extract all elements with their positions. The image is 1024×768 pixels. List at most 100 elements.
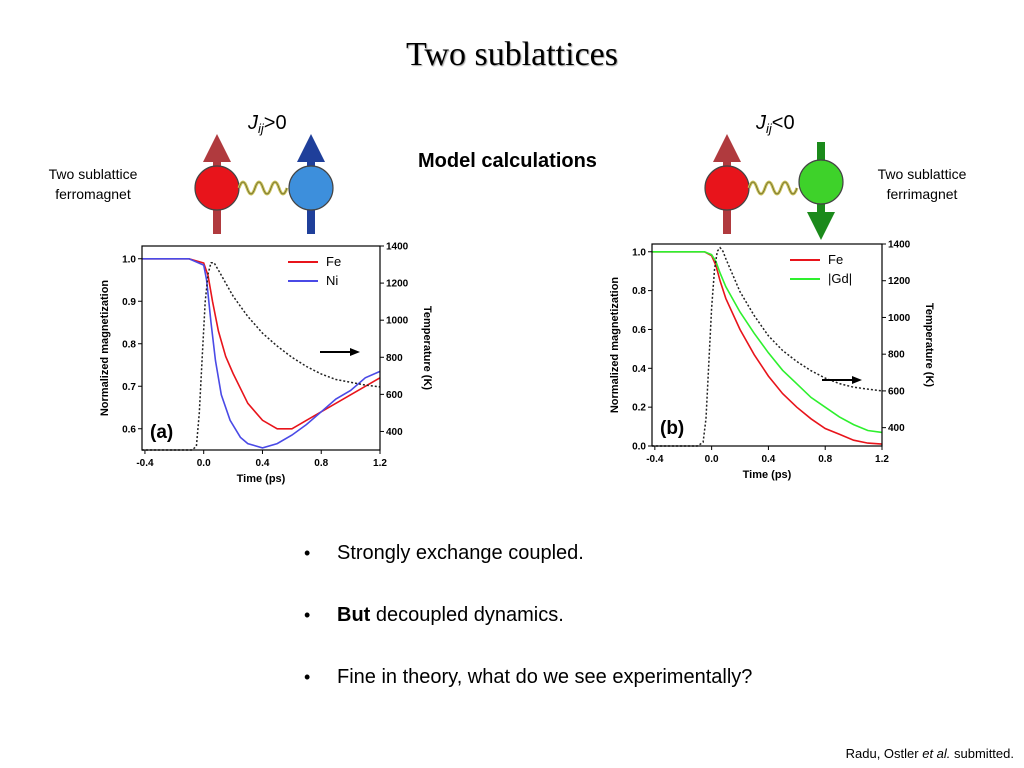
right-j-symbol: J [756, 112, 766, 134]
legend-label: Fe [326, 254, 341, 269]
right-spin-arrow1-head [713, 134, 741, 162]
x-tick-label: 1.2 [373, 458, 387, 469]
left-spring-outline [238, 181, 288, 195]
bullet-dot: • [304, 667, 311, 687]
plot-frame [651, 243, 883, 447]
y2-tick-label: 400 [386, 427, 403, 438]
right-description-line2: ferrimagnet [886, 186, 958, 202]
right-spin-arrow2-head [807, 212, 835, 240]
bullet-dot: • [304, 605, 311, 625]
panel-label: (a) [150, 422, 173, 443]
y2-tick-label: 400 [888, 423, 905, 434]
x-tick-label: -0.4 [646, 454, 664, 465]
right-atom1 [704, 165, 750, 211]
x-axis-label: Time (ps) [743, 469, 792, 481]
plot-frame [141, 245, 381, 451]
series-line-ni [142, 257, 381, 449]
bullet-list: • Strongly exchange coupled. • But decou… [304, 542, 752, 728]
y-tick-label: 0.6 [122, 424, 136, 435]
right-coupling-label: Jij<0 [756, 112, 795, 136]
x-tick-label: 0.4 [256, 458, 270, 469]
y2-tick-label: 1400 [386, 242, 409, 253]
left-spin-arrow2-head [297, 134, 325, 162]
left-atom1 [194, 165, 240, 211]
y-tick-label: 0.4 [632, 364, 646, 375]
left-j-symbol: J [248, 112, 258, 134]
series-line-fe [652, 251, 883, 445]
y-tick-label: 0.0 [632, 442, 646, 453]
x-axis-label: Time (ps) [237, 473, 286, 485]
y2-tick-label: 1200 [888, 276, 911, 287]
citation: Radu, Ostler et al. submitted. [846, 746, 1014, 761]
x-tick-label: 0.8 [818, 454, 832, 465]
y2-tick-label: 800 [888, 350, 905, 361]
right-description: Two sublattice ferrimagnet [862, 164, 982, 204]
right-spring-outline [748, 181, 798, 195]
y-tick-label: 1.0 [632, 247, 646, 258]
y2-tick-label: 600 [888, 386, 905, 397]
legend-label: |Gd| [828, 271, 852, 286]
temperature-curve [142, 261, 381, 451]
right-axis-arrow-head [852, 376, 862, 384]
right-j-subscript: ij [766, 121, 772, 136]
bullet-item: • But decoupled dynamics. [304, 604, 752, 666]
y-tick-label: 0.8 [122, 339, 136, 350]
citation-suffix: submitted. [950, 746, 1014, 761]
y-tick-label: 0.8 [632, 286, 646, 297]
citation-prefix: Radu, Ostler [845, 746, 923, 761]
x-tick-label: 1.2 [875, 454, 889, 465]
bullet-dot: • [304, 543, 311, 563]
model-calculations-label: Model calculations [418, 150, 597, 172]
panel-label: (b) [660, 418, 684, 439]
y-axis-label: Normalized magnetization [609, 277, 621, 414]
y2-axis-label: Temperature (K) [923, 303, 935, 387]
y2-tick-label: 1400 [888, 240, 911, 251]
x-tick-label: 0.4 [761, 454, 775, 465]
x-tick-label: 0.0 [705, 454, 719, 465]
x-tick-label: 0.8 [314, 458, 328, 469]
y-tick-label: 0.7 [122, 382, 136, 393]
left-description-line2: ferromagnet [55, 186, 131, 202]
ferrimagnet-diagram [704, 134, 844, 240]
bullet-rest: Fine in theory, what do we see experimen… [337, 666, 753, 688]
x-tick-label: 0.0 [197, 458, 211, 469]
bullet-text: Strongly exchange coupled. [337, 542, 584, 565]
ferromagnet-diagram [194, 134, 334, 234]
y-tick-label: 0.2 [632, 403, 646, 414]
y2-tick-label: 1000 [888, 313, 911, 324]
right-j-relation: <0 [771, 112, 795, 134]
y-tick-label: 1.0 [122, 254, 136, 265]
y-axis-label: Normalized magnetization [99, 280, 111, 417]
y2-tick-label: 600 [386, 390, 403, 401]
left-coupling-label: Jij>0 [248, 112, 287, 136]
left-j-relation: >0 [263, 112, 287, 134]
series-line-gd [652, 251, 883, 434]
bullet-bold: But [337, 604, 371, 626]
citation-italic: et al. [922, 746, 951, 761]
slide-title: Two sublattices [406, 36, 618, 73]
left-description: Two sublattice ferromagnet [30, 164, 156, 204]
bullet-item: • Fine in theory, what do we see experim… [304, 666, 752, 728]
legend-label: Ni [326, 273, 338, 288]
bullet-item: • Strongly exchange coupled. [304, 542, 752, 604]
right-atom2 [798, 159, 844, 205]
right-description-line1: Two sublattice [877, 166, 967, 182]
x-tick-label: -0.4 [136, 458, 154, 469]
bullet-text: But decoupled dynamics. [337, 604, 564, 627]
chart-a: -0.4 0.0 0.4 0.8 1.2 0.6 0.7 0.8 0.9 1.0 400 600 800… [99, 242, 433, 486]
y-tick-label: 0.6 [632, 325, 646, 336]
y2-tick-label: 1200 [386, 279, 409, 290]
bullet-text: Fine in theory, what do we see experimen… [337, 666, 752, 689]
left-spin-arrow1-head [203, 134, 231, 162]
series-line-fe [142, 257, 381, 430]
y2-tick-label: 800 [386, 353, 403, 364]
y-tick-label: 0.9 [122, 297, 136, 308]
chart-b: -0.4 0.0 0.4 0.8 1.20.00.20.40.60.81.0400600… [609, 240, 935, 482]
left-description-line1: Two sublattice [48, 166, 138, 182]
y2-axis-label: Temperature (K) [421, 306, 433, 390]
bullet-rest: decoupled dynamics. [370, 604, 564, 626]
bullet-rest: Strongly exchange coupled. [337, 542, 584, 564]
left-atom2 [288, 165, 334, 211]
right-axis-arrow-head [350, 348, 360, 356]
y2-tick-label: 1000 [386, 316, 409, 327]
